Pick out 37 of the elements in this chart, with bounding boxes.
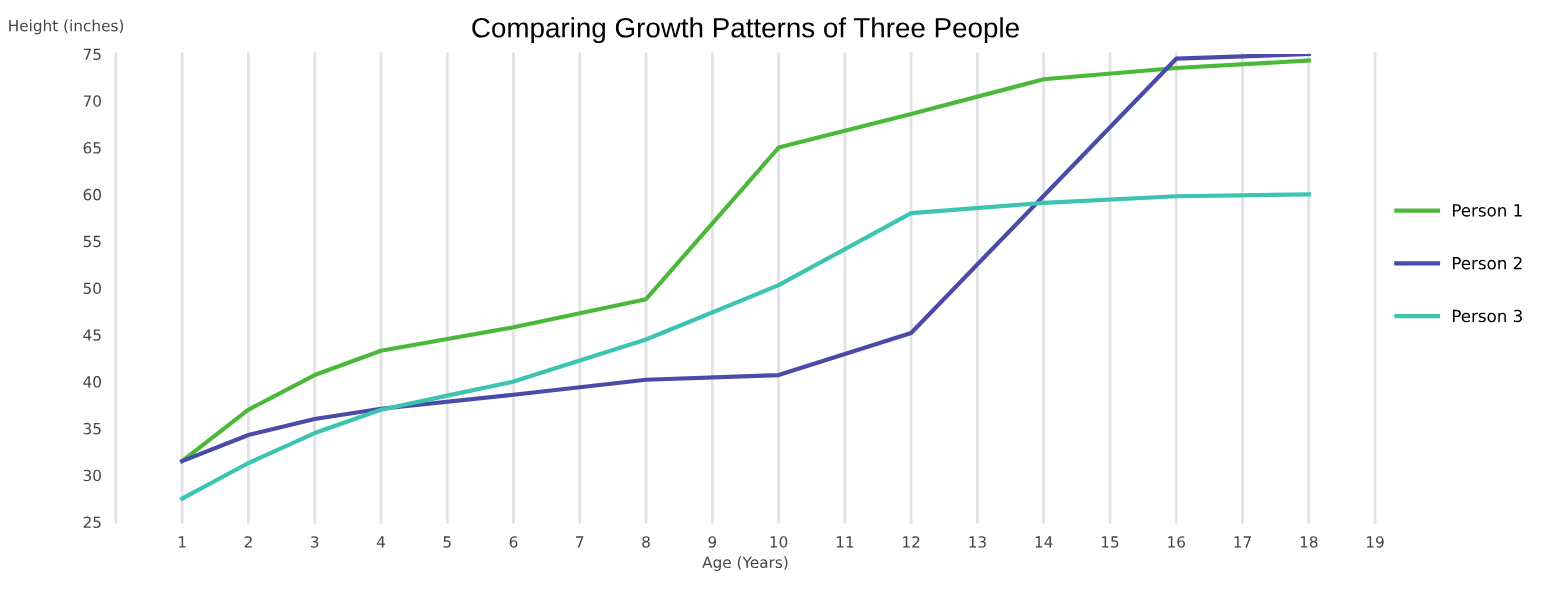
x-tick-label: 16	[1168, 536, 1185, 548]
x-tick-label: 2	[244, 536, 252, 548]
legend-label: Person 1	[1452, 204, 1522, 217]
x-tick-label: 8	[642, 536, 650, 548]
x-tick-label: 4	[376, 536, 385, 548]
x-tick-label: 5	[443, 536, 451, 548]
chart-title: Comparing Growth Patterns of Three People	[472, 17, 1019, 44]
y-tick-label: 65	[83, 142, 101, 154]
x-tick-label: 3	[311, 536, 319, 548]
x-tick-label: 11	[836, 536, 854, 548]
x-tick-label: 15	[1101, 536, 1119, 548]
y-tick-label: 40	[83, 376, 101, 388]
y-tick-label: 35	[83, 422, 101, 435]
legend-label: Person 2	[1452, 256, 1522, 270]
x-axis-title: Age (Years)	[702, 556, 788, 572]
x-tick-label: 13	[969, 536, 986, 548]
x-tick-label: 9	[708, 536, 717, 548]
y-tick-label: 25	[83, 516, 101, 529]
x-tick-label: 14	[1035, 536, 1053, 548]
x-tick-label: 6	[509, 536, 518, 548]
line-series	[180, 192, 1311, 501]
y-tick-label: 70	[83, 95, 101, 107]
x-tick-label: 7	[576, 536, 584, 548]
y-tick-label: 75	[83, 48, 101, 61]
legend-label: Person 3	[1452, 309, 1522, 323]
y-tick-label: 60	[83, 188, 101, 201]
x-tick-label: 12	[903, 536, 920, 548]
x-tick-label: 17	[1234, 536, 1251, 548]
x-tick-label: 10	[770, 536, 788, 548]
x-tick-label: 1	[178, 536, 186, 548]
y-tick-label: 50	[83, 282, 101, 295]
y-tick-label: 30	[83, 469, 101, 482]
y-tick-label: 55	[83, 235, 101, 248]
y-tick-label: 45	[83, 329, 101, 341]
y-axis-title: Height (inches)	[9, 19, 124, 35]
x-tick-label: 18	[1300, 536, 1318, 548]
x-tick-label: 19	[1367, 536, 1384, 548]
